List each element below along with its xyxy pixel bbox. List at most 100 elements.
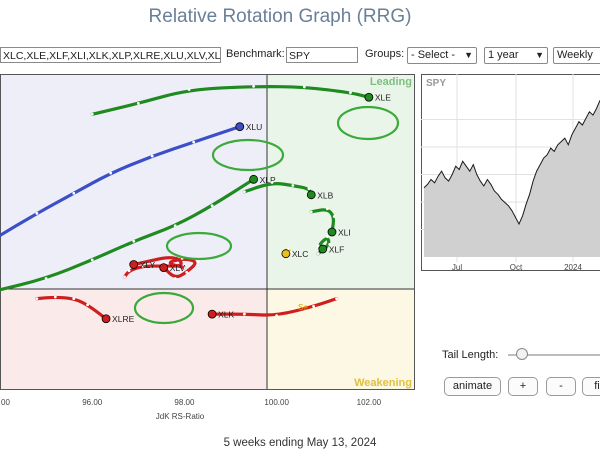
quadrant-weakening bbox=[267, 289, 415, 390]
tail-point bbox=[316, 244, 320, 248]
series-tail-xlu bbox=[0, 125, 242, 238]
fit-button[interactable]: fi bbox=[582, 377, 600, 396]
plot-frame bbox=[0, 74, 415, 390]
spy-x-tick-label: Oct bbox=[510, 263, 523, 272]
tail-point bbox=[127, 269, 131, 273]
series-label: XLB bbox=[317, 190, 333, 200]
tail-point bbox=[185, 270, 189, 274]
series-head-marker[interactable] bbox=[159, 263, 169, 273]
quadrant-improving bbox=[0, 74, 267, 289]
series-xli[interactable]: XLI bbox=[309, 207, 351, 238]
spy-x-tick-label: Jul bbox=[452, 263, 462, 272]
footer-caption: 5 weeks ending May 13, 2024 bbox=[223, 437, 377, 449]
tail-point bbox=[141, 264, 145, 268]
tail-point bbox=[90, 258, 94, 262]
tail-point bbox=[242, 190, 246, 194]
chevron-down-icon: ▼ bbox=[464, 50, 473, 60]
highlight-circle-xlu bbox=[211, 138, 285, 172]
series-xlc[interactable]: XLC bbox=[281, 247, 309, 260]
series-head-marker[interactable] bbox=[207, 309, 217, 319]
series-head-marker[interactable] bbox=[306, 190, 316, 200]
groups-select[interactable]: - Select - ▼ bbox=[407, 47, 477, 64]
series-label: XLF bbox=[329, 245, 345, 255]
tail-point bbox=[316, 252, 320, 256]
series-head-marker[interactable] bbox=[129, 260, 139, 269]
series-head-marker[interactable] bbox=[364, 92, 374, 102]
tail-length-label: Tail Length: bbox=[442, 349, 499, 361]
series-tail-xlp bbox=[0, 177, 256, 292]
series-label: XLK bbox=[218, 310, 234, 320]
series-tail-xlk bbox=[210, 297, 339, 317]
x-axis-ticks: 00 96.00 98.00 100.00 102.00 bbox=[1, 398, 382, 407]
series-tail-xlb bbox=[242, 181, 313, 197]
tail-length-slider-handle[interactable] bbox=[515, 348, 528, 360]
series-xlu[interactable]: XLU bbox=[0, 122, 262, 239]
series-head-marker[interactable] bbox=[281, 249, 291, 259]
quadrant-label-leading: Leading bbox=[370, 76, 412, 88]
tail-point bbox=[44, 277, 48, 280]
series-label: XLU bbox=[246, 122, 263, 132]
tail-point bbox=[328, 242, 332, 246]
tail-point bbox=[312, 304, 315, 308]
symbols-input[interactable]: XLC,XLE,XLF,XLI,XLK,XLP,XLRE,XLU,XLV,XL bbox=[0, 47, 221, 63]
series-label: XLV bbox=[170, 263, 186, 273]
benchmark-input[interactable]: SPY bbox=[286, 47, 358, 63]
series-label: XLC bbox=[292, 249, 309, 259]
zoom-out-button[interactable]: - bbox=[546, 377, 576, 396]
series-head-marker[interactable] bbox=[235, 122, 245, 132]
period-select[interactable]: 1 year ▼ bbox=[484, 47, 548, 64]
series-label: XLE bbox=[375, 93, 391, 103]
tail-point bbox=[173, 277, 177, 280]
tail-point bbox=[35, 212, 39, 215]
series-label: XLP bbox=[260, 175, 276, 185]
tail-length-slider[interactable] bbox=[508, 354, 600, 356]
series-label: XLRE bbox=[112, 314, 135, 324]
series-tail-xli bbox=[309, 208, 336, 234]
series-label: XLY bbox=[140, 260, 156, 270]
tail-point bbox=[275, 314, 279, 318]
x-tick-label: 100.00 bbox=[264, 398, 289, 407]
quadrant-leading bbox=[267, 74, 415, 289]
spy-area bbox=[424, 100, 600, 257]
rrg-chart[interactable]: Leading Weakening 00 96.00 98.00 100.00 102.… bbox=[0, 74, 418, 426]
tail-point bbox=[302, 85, 306, 89]
tail-point bbox=[35, 297, 39, 301]
series-head-marker[interactable] bbox=[327, 227, 337, 237]
spy-title: SPY bbox=[426, 78, 446, 89]
zoom-in-button[interactable]: + bbox=[508, 377, 538, 396]
highlight-circle-xlp bbox=[165, 231, 233, 261]
series-xlf[interactable]: XLF bbox=[316, 235, 345, 256]
tail-point bbox=[123, 275, 126, 279]
series-head-marker[interactable] bbox=[101, 314, 111, 324]
groups-select-value: - Select - bbox=[411, 49, 456, 61]
series-head-marker[interactable] bbox=[318, 244, 328, 254]
interval-select[interactable]: Weekly▼ bbox=[553, 47, 600, 64]
series-xlp[interactable]: XLP bbox=[0, 175, 276, 292]
period-select-value: 1 year bbox=[488, 49, 519, 61]
tail-point bbox=[242, 312, 246, 316]
tail-point bbox=[72, 297, 76, 301]
spy-x-axis-ticks: Jul Oct 2024 bbox=[452, 263, 583, 272]
series-xlb[interactable]: XLB bbox=[242, 181, 334, 200]
tail-point bbox=[325, 207, 329, 211]
tail-point bbox=[187, 88, 191, 91]
series-xle[interactable]: XLE bbox=[90, 84, 391, 116]
series-head-marker[interactable] bbox=[249, 174, 259, 184]
series-xlre[interactable]: XLRE bbox=[35, 295, 135, 325]
quadrant-label-weakening: Weakening bbox=[354, 377, 412, 389]
chevron-down-icon: ▼ bbox=[535, 50, 544, 60]
tail-point bbox=[90, 112, 94, 116]
tail-point bbox=[196, 260, 200, 263]
interval-select-value: Weekly bbox=[557, 49, 593, 61]
tail-point bbox=[132, 239, 136, 243]
tail-point bbox=[252, 84, 256, 88]
tail-point bbox=[183, 266, 186, 270]
tail-point bbox=[210, 204, 214, 208]
tail-point bbox=[136, 102, 140, 105]
spy-x-tick-label: 2024 bbox=[564, 263, 582, 272]
series-xlk[interactable]: XLK bbox=[207, 297, 339, 320]
series-layer: XLE XLU XLP XLB XLI XLF XLC XLY XLV XLRE XLK bbox=[0, 84, 391, 325]
tail-point bbox=[72, 191, 76, 195]
quadrant-lagging bbox=[0, 289, 267, 390]
animate-button[interactable]: animate bbox=[444, 377, 501, 396]
